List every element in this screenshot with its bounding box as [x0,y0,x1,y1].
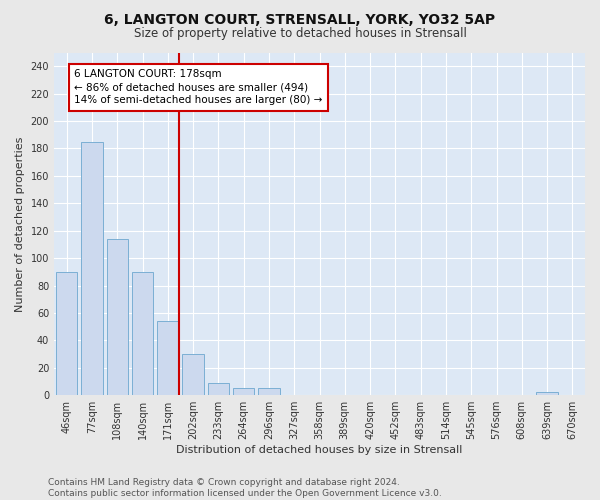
Bar [107,239,128,395]
Text: 6 LANGTON COURT: 178sqm
← 86% of detached houses are smaller (494)
14% of semi-d: 6 LANGTON COURT: 178sqm ← 86% of detache… [74,69,323,106]
Text: 6, LANGTON COURT, STRENSALL, YORK, YO32 5AP: 6, LANGTON COURT, STRENSALL, YORK, YO32 … [104,12,496,26]
Bar [208,383,229,395]
Bar [233,388,254,395]
Bar [157,321,179,395]
Bar [258,388,280,395]
Y-axis label: Number of detached properties: Number of detached properties [15,136,25,312]
Text: Size of property relative to detached houses in Strensall: Size of property relative to detached ho… [134,28,466,40]
Text: Contains HM Land Registry data © Crown copyright and database right 2024.
Contai: Contains HM Land Registry data © Crown c… [48,478,442,498]
Bar [56,272,77,395]
Bar [132,272,153,395]
X-axis label: Distribution of detached houses by size in Strensall: Distribution of detached houses by size … [176,445,463,455]
Bar [536,392,558,395]
Bar [182,354,204,395]
Bar [81,142,103,395]
